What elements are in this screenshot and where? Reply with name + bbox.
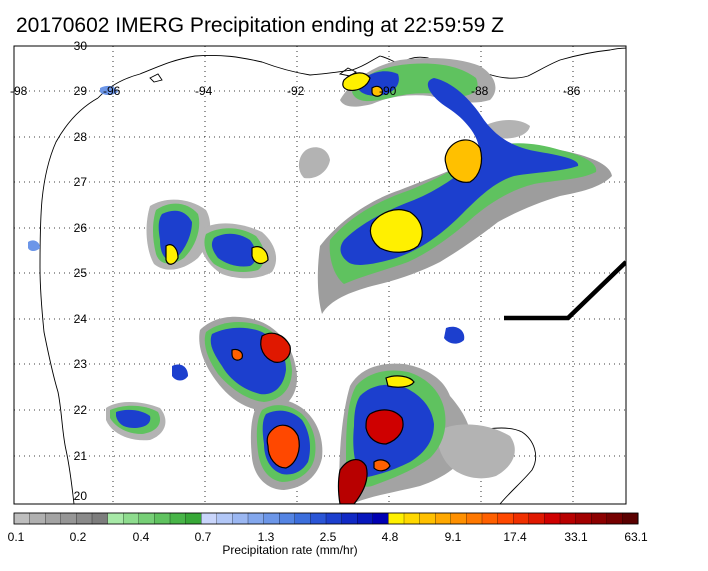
colorbar-swatch — [435, 512, 452, 525]
colorbar-swatch — [185, 512, 202, 525]
colorbar-swatch — [107, 512, 124, 525]
colorbar-swatch — [388, 512, 405, 525]
colorbar-swatch — [544, 512, 561, 525]
colorbar-tick-label: 4.8 — [382, 530, 399, 544]
lat-label: 28 — [74, 130, 88, 144]
colorbar-swatch — [169, 512, 187, 525]
track-line — [504, 260, 626, 321]
lat-label: 21 — [74, 449, 88, 463]
lat-label: 22 — [74, 403, 88, 417]
colorbar-swatch — [247, 512, 265, 525]
colorbar-tick-labels: 0.1 0.2 0.4 0.7 1.3 2.5 4.8 9.1 17.4 33.… — [8, 530, 648, 544]
lat-label: 20 — [74, 489, 88, 503]
colorbar-swatch — [154, 512, 171, 525]
lon-label: -88 — [471, 84, 489, 98]
lat-label: 23 — [74, 357, 88, 371]
colorbar-swatch — [466, 512, 483, 525]
colorbar-tick-label: 33.1 — [564, 530, 588, 544]
lon-label: -98 — [10, 84, 28, 98]
colorbar-swatch — [372, 512, 389, 525]
lat-label: 26 — [74, 221, 88, 235]
colorbar-swatch — [29, 512, 46, 525]
colorbar-tick-label: 1.3 — [258, 530, 275, 544]
latitude-labels: 30 29 28 27 26 25 24 23 22 21 20 — [74, 39, 88, 503]
colorbar-swatch — [497, 512, 514, 525]
colorbar-swatch — [76, 512, 93, 525]
colorbar-frame — [13, 512, 639, 525]
colorbar-swatch — [325, 512, 343, 525]
colorbar-tick-label: 2.5 — [320, 530, 337, 544]
lon-label: -86 — [563, 84, 581, 98]
colorbar-swatch — [294, 512, 311, 525]
colorbar-swatch — [263, 512, 280, 525]
colorbar-tick-label: 9.1 — [445, 530, 462, 544]
colorbar-tick-label: 63.1 — [624, 530, 648, 544]
colorbar-label: Precipitation rate (mm/hr) — [222, 543, 357, 557]
colorbar-swatch — [310, 512, 327, 525]
colorbar-swatch — [91, 512, 109, 525]
lat-label: 24 — [74, 312, 88, 326]
lon-label: -94 — [195, 84, 213, 98]
lat-label: 27 — [74, 175, 88, 189]
colorbar-tick-label: 0.2 — [70, 530, 87, 544]
colorbar-swatch — [60, 512, 77, 525]
colorbar-swatch — [13, 512, 31, 525]
page-title: 20170602 IMERG Precipitation ending at 2… — [16, 14, 504, 37]
colorbar-swatch — [341, 512, 358, 525]
colorbar-swatch — [559, 512, 577, 525]
colorbar-swatch — [513, 512, 530, 525]
colorbar-swatch — [279, 512, 296, 525]
colorbar-swatch — [606, 512, 623, 525]
lon-label: -96 — [103, 84, 121, 98]
colorbar-swatch — [123, 512, 140, 525]
precip-yellow — [165, 72, 483, 388]
colorbar-swatch — [419, 512, 436, 525]
colorbar — [13, 512, 639, 525]
colorbar-swatch — [216, 512, 233, 525]
colorbar-swatch — [138, 512, 155, 525]
map-layers — [14, 46, 626, 504]
lon-label: -92 — [287, 84, 305, 98]
colorbar-swatch — [403, 512, 421, 525]
colorbar-tick-label: 17.4 — [503, 530, 527, 544]
lat-label: 29 — [74, 84, 88, 98]
colorbar-swatch — [622, 512, 639, 525]
colorbar-swatch — [481, 512, 499, 525]
colorbar-swatch — [528, 512, 545, 525]
lat-label: 25 — [74, 266, 88, 280]
colorbar-tick-label: 0.1 — [8, 530, 25, 544]
colorbar-swatch — [575, 512, 592, 525]
colorbar-swatch — [45, 512, 62, 525]
longitude-labels: -98 -96 -94 -92 -90 -88 -86 — [10, 84, 581, 98]
colorbar-swatch — [201, 512, 218, 525]
colorbar-swatch — [232, 512, 249, 525]
colorbar-swatch — [450, 512, 467, 525]
lat-label: 30 — [74, 39, 88, 53]
colorbar-swatch — [591, 512, 608, 525]
lon-label: -90 — [379, 84, 397, 98]
colorbar-tick-label: 0.7 — [195, 530, 212, 544]
colorbar-swatch — [357, 512, 374, 525]
map-frame — [13, 45, 627, 505]
colorbar-tick-label: 0.4 — [133, 530, 150, 544]
precip-red — [231, 332, 404, 504]
